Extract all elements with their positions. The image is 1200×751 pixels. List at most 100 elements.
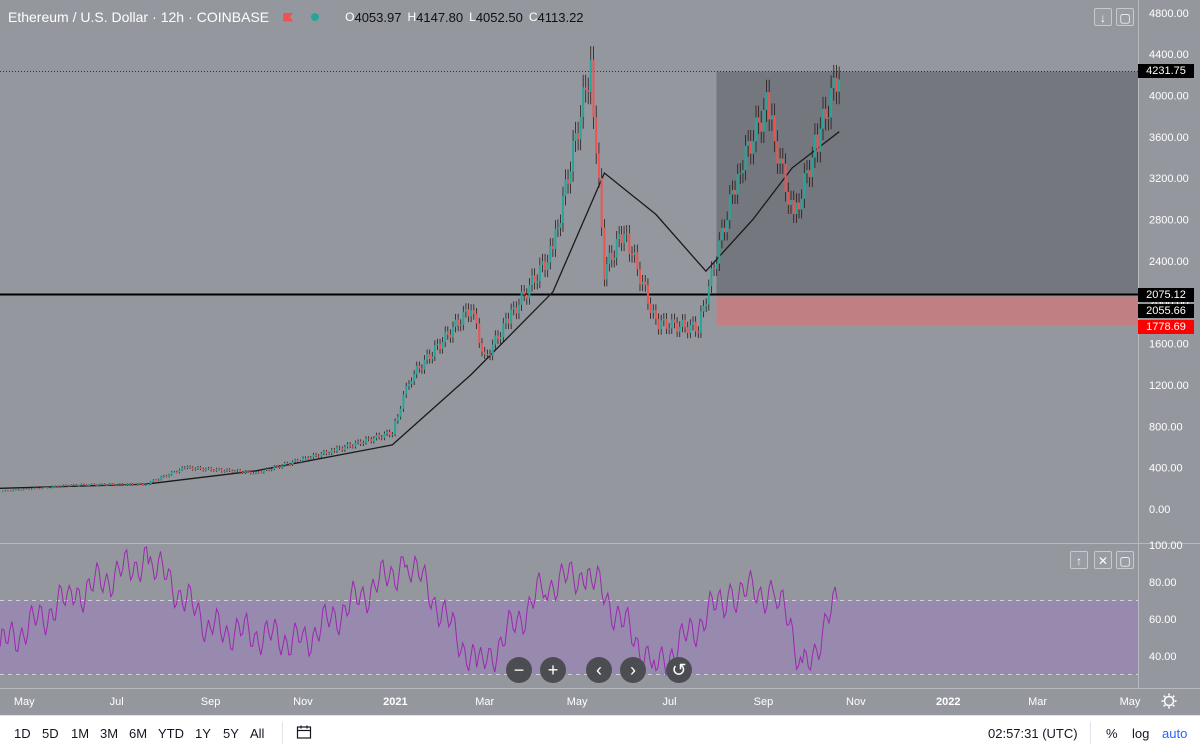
- price-candle: [260, 472, 263, 474]
- price-candle: [605, 264, 608, 280]
- open-value: 4053.97: [354, 9, 402, 25]
- price-candle: [175, 471, 178, 473]
- price-candle: [665, 318, 668, 329]
- price-candle: [779, 158, 782, 164]
- price-candle: [569, 171, 572, 184]
- close-pane-icon[interactable]: ✕: [1094, 551, 1112, 569]
- price-tick-label: 4800.00: [1149, 8, 1189, 20]
- price-candle: [178, 469, 181, 473]
- price-candle: [233, 471, 236, 473]
- flag-icon[interactable]: [283, 12, 294, 22]
- price-candle: [608, 252, 611, 265]
- time-tick-label: May: [1120, 696, 1141, 708]
- range-1y-button[interactable]: 1Y: [195, 726, 211, 741]
- price-candle: [638, 269, 641, 285]
- price-candle: [702, 306, 705, 312]
- price-candle: [499, 337, 502, 340]
- price-candle: [333, 449, 336, 452]
- calendar-icon[interactable]: [296, 724, 312, 740]
- price-candle: [747, 141, 750, 146]
- range-5y-button[interactable]: 5Y: [223, 726, 239, 741]
- price-candle: [111, 483, 114, 485]
- maximize-pane-icon[interactable]: ▢: [1116, 8, 1134, 26]
- price-candle: [441, 342, 444, 349]
- log-scale-toggle[interactable]: log: [1132, 726, 1150, 741]
- price-candle: [95, 485, 98, 487]
- price-candle: [420, 368, 423, 370]
- zoom-in-button[interactable]: +: [540, 657, 566, 683]
- price-candle: [207, 468, 210, 470]
- price-candle: [354, 442, 357, 447]
- utc-clock[interactable]: 02:57:31 (UTC): [988, 726, 1078, 741]
- price-candle: [507, 318, 510, 324]
- bottom-toolbar: 1D 5D 1M 3M 6M YTD 1Y 5Y All 02:57:31 (U…: [0, 715, 1200, 751]
- move-up-icon[interactable]: ↑: [1070, 551, 1088, 569]
- chart-area[interactable]: 4800.00 4400.00 4000.00 3600.00 3200.00 2800.…: [0, 0, 1200, 715]
- time-tick-label: Nov: [846, 696, 866, 708]
- price-candle: [116, 484, 119, 486]
- price-candle: [328, 453, 331, 455]
- price-candle: [144, 484, 147, 486]
- price-candle: [415, 365, 418, 375]
- symbol-legend: Ethereum / U.S. Dollar · 12h · COINBASE …: [8, 8, 584, 26]
- price-candle: [380, 437, 383, 439]
- auto-scale-toggle[interactable]: auto: [1162, 726, 1188, 741]
- range-1d-button[interactable]: 1D: [14, 726, 31, 741]
- price-candle: [35, 487, 38, 489]
- percent-scale-toggle[interactable]: %: [1106, 726, 1118, 741]
- price-candle: [402, 394, 405, 409]
- price-candle: [749, 141, 752, 154]
- price-candle: [191, 467, 194, 470]
- price-candle: [103, 484, 106, 486]
- range-3m-button[interactable]: 3M: [100, 726, 119, 741]
- price-candle: [154, 479, 157, 481]
- settings-icon[interactable]: [1161, 693, 1177, 709]
- price-candle: [283, 463, 286, 466]
- price-candle: [502, 323, 505, 338]
- price-candle: [773, 115, 776, 142]
- price-candle: [572, 140, 575, 172]
- price-candle: [288, 464, 291, 466]
- price-candle: [12, 489, 15, 492]
- low-value: 4052.50: [475, 9, 523, 25]
- range-all-button[interactable]: All: [250, 726, 265, 741]
- price-candle: [121, 483, 124, 485]
- price-candle: [41, 487, 44, 489]
- range-ytd-button[interactable]: YTD: [158, 726, 184, 741]
- price-candle: [370, 439, 373, 442]
- price-candle: [697, 331, 700, 333]
- price-candle: [660, 320, 663, 330]
- price-candle: [451, 326, 454, 338]
- price-candle: [689, 324, 692, 333]
- price-candle: [22, 488, 25, 491]
- price-candle: [489, 354, 492, 356]
- reset-chart-button[interactable]: ↺: [666, 657, 692, 683]
- price-candle: [183, 467, 186, 469]
- maximize-pane-icon[interactable]: ▢: [1116, 551, 1134, 569]
- price-candle: [152, 479, 155, 482]
- scroll-left-button[interactable]: ‹: [586, 657, 612, 683]
- price-candle: [372, 438, 375, 442]
- high-value: 4147.80: [416, 9, 464, 25]
- range-5d-button[interactable]: 5D: [42, 726, 59, 741]
- price-candle: [173, 471, 176, 473]
- chart-svg[interactable]: 4800.00 4400.00 4000.00 3600.00 3200.00 2800.…: [0, 0, 1200, 715]
- price-candle: [657, 319, 660, 330]
- price-candle: [668, 328, 671, 330]
- price-candle: [93, 484, 96, 486]
- zoom-out-button[interactable]: −: [506, 657, 532, 683]
- time-tick-label: Nov: [293, 696, 313, 708]
- range-1m-button[interactable]: 1M: [71, 726, 90, 741]
- move-down-icon[interactable]: ↓: [1094, 8, 1112, 26]
- price-candle: [449, 334, 452, 338]
- price-candle: [281, 465, 284, 468]
- price-candle: [491, 344, 494, 356]
- price-candle: [781, 158, 784, 164]
- price-candle: [134, 484, 137, 486]
- scroll-right-button[interactable]: ›: [620, 657, 646, 683]
- range-6m-button[interactable]: 6M: [129, 726, 148, 741]
- price-candle: [225, 469, 228, 471]
- price-candle: [254, 471, 257, 474]
- price-candle: [784, 163, 787, 192]
- price-candle: [181, 467, 184, 470]
